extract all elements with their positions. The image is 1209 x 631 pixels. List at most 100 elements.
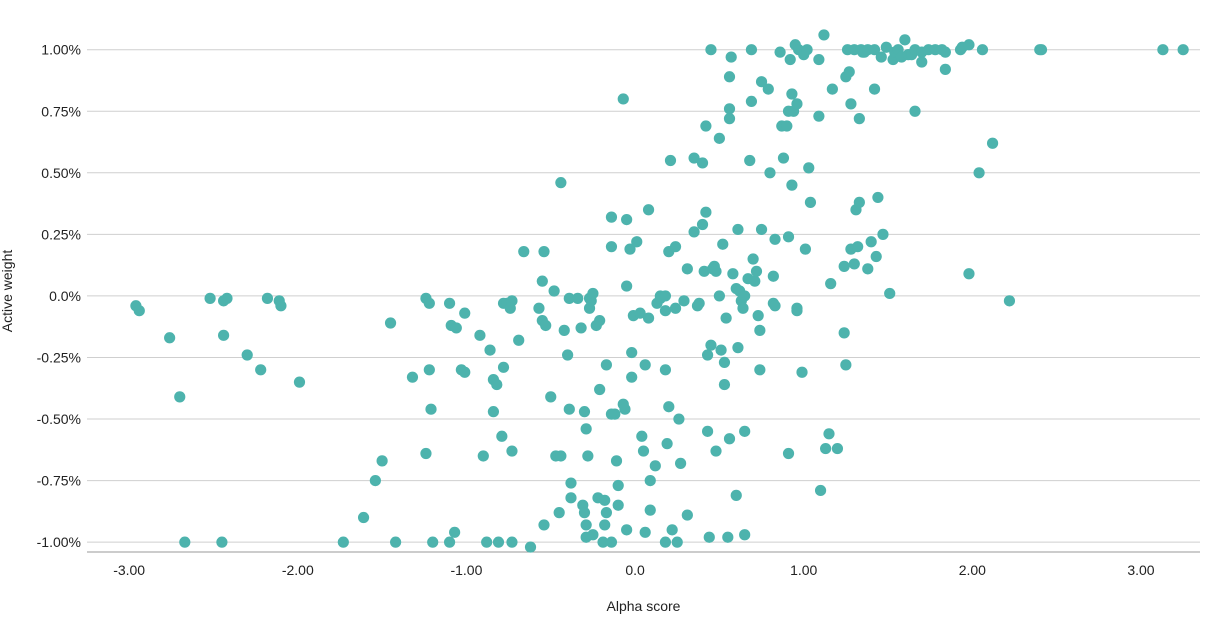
data-point (820, 442, 832, 455)
data-point (619, 403, 631, 415)
data-point (504, 302, 516, 314)
data-point (777, 152, 790, 164)
data-point (639, 526, 651, 538)
data-point (376, 455, 388, 467)
data-point (538, 246, 550, 258)
data-point (518, 246, 530, 258)
data-point (587, 529, 599, 541)
data-point (423, 297, 435, 309)
data-point (669, 302, 682, 314)
data-point (909, 105, 921, 117)
data-point (730, 489, 742, 501)
data-point (747, 253, 759, 265)
data-point (700, 206, 712, 218)
data-point (705, 339, 717, 351)
data-point (624, 243, 636, 255)
data-point (750, 265, 763, 277)
data-point (749, 275, 761, 287)
data-point (718, 378, 731, 391)
data-point (449, 526, 461, 538)
data-point (575, 322, 587, 334)
data-point (621, 524, 633, 536)
x-tick-label: 1.00 (790, 562, 817, 578)
data-point (605, 408, 618, 420)
data-point (804, 196, 817, 208)
data-point (843, 66, 855, 78)
data-point (649, 460, 661, 472)
data-point (555, 450, 567, 462)
data-point (565, 492, 577, 504)
x-axis-title: Alpha score (607, 598, 681, 614)
y-tick-label: 0.50% (41, 165, 81, 181)
data-point (732, 223, 744, 236)
data-point (443, 536, 456, 548)
data-point (626, 346, 638, 359)
x-tick-label: 3.00 (1127, 562, 1154, 578)
data-point (487, 406, 500, 418)
data-point (133, 305, 145, 317)
data-point (853, 196, 865, 208)
data-point (637, 445, 650, 457)
data-point (491, 378, 503, 391)
data-point (626, 371, 638, 383)
data-point (813, 53, 825, 66)
data-point (838, 327, 850, 339)
data-point (862, 263, 874, 275)
data-point (578, 406, 591, 418)
data-point (963, 39, 975, 51)
data-point (791, 98, 803, 110)
data-point (764, 167, 776, 179)
data-point (474, 329, 486, 341)
data-point (384, 317, 397, 329)
data-point (831, 442, 844, 455)
data-point (600, 359, 613, 371)
data-point (865, 236, 877, 248)
data-point (636, 430, 648, 442)
data-point (703, 531, 715, 543)
data-point (555, 177, 567, 189)
data-point (696, 218, 709, 231)
data-point (696, 157, 709, 169)
data-point (801, 44, 813, 56)
data-point (492, 536, 505, 548)
data-point (705, 44, 717, 56)
data-point (594, 314, 606, 327)
data-point (506, 445, 518, 457)
data-point (814, 484, 827, 497)
data-point (599, 519, 611, 531)
data-point (1003, 295, 1016, 307)
data-point (612, 499, 624, 511)
data-point (221, 292, 233, 304)
data-point (688, 226, 700, 238)
data-point (755, 76, 768, 88)
data-point (774, 46, 786, 58)
data-point (769, 300, 781, 312)
data-point (700, 120, 712, 132)
data-point (275, 300, 287, 312)
data-point (782, 231, 795, 243)
data-point (786, 88, 798, 100)
data-point (786, 179, 798, 191)
data-point (939, 63, 951, 75)
data-point (838, 260, 850, 272)
data-point (582, 450, 594, 462)
data-point (782, 447, 795, 460)
data-point (718, 356, 731, 369)
data-point (973, 167, 985, 179)
data-point (880, 41, 892, 53)
data-point (524, 541, 537, 553)
data-point (164, 332, 176, 344)
data-point (916, 56, 928, 68)
data-point (599, 494, 611, 506)
data-point (450, 322, 462, 334)
data-point (755, 223, 768, 236)
data-point (868, 83, 881, 95)
data-point (744, 154, 756, 167)
data-point (754, 324, 766, 336)
data-point (631, 236, 643, 248)
data-point (739, 425, 751, 437)
data-point (1035, 44, 1048, 56)
data-point (548, 285, 560, 297)
data-point (754, 364, 766, 376)
data-point (639, 359, 651, 371)
